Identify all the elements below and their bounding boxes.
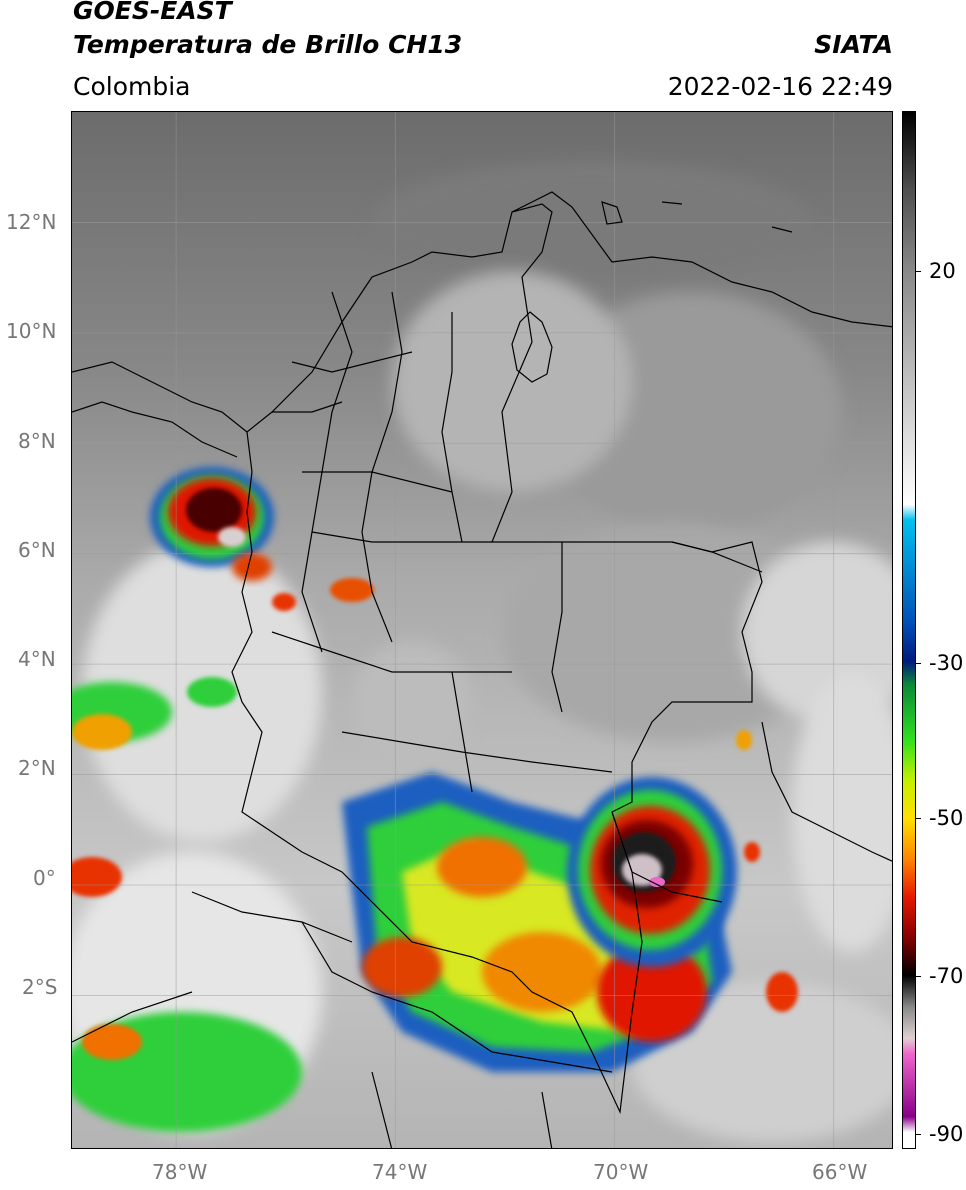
cell-west-2: [72, 714, 132, 750]
lat-label: 12°N: [6, 210, 57, 234]
title-satellite: GOES-EAST: [73, 0, 232, 25]
lon-label: 74°W: [372, 1160, 428, 1184]
peru-border: [301, 921, 613, 1073]
satellite-map[interactable]: [71, 111, 893, 1149]
island: [601, 201, 623, 225]
lat-label: 2°S: [22, 975, 58, 999]
lat-label: 0°: [33, 866, 56, 890]
map-canvas: [72, 112, 892, 1148]
cell-small-2: [272, 593, 296, 611]
cell-west-3: [72, 857, 122, 897]
region-label: Colombia: [73, 72, 191, 101]
colorbar-label-20: 20: [929, 259, 956, 283]
cell-small-6: [736, 730, 752, 750]
lon-label: 66°W: [812, 1160, 868, 1184]
cell-small-5: [744, 842, 760, 862]
lat-label: 8°N: [18, 429, 56, 453]
lat-label: 2°N: [18, 756, 56, 780]
cell-small-3: [187, 677, 237, 707]
panama-coast: [72, 361, 248, 433]
venezuela-brazil-border: [761, 721, 892, 862]
lon-label: 70°W: [593, 1160, 649, 1184]
colorbar-label-minus50: -50: [929, 806, 964, 830]
lat-label: 10°N: [6, 319, 57, 343]
colorbar-label-minus70: -70: [929, 964, 964, 988]
colorbar-label-minus90: -90: [929, 1122, 964, 1146]
ecuador-border: [191, 891, 353, 943]
colorbar: [902, 111, 916, 1149]
lat-label: 4°N: [18, 647, 56, 671]
cloud-field: [72, 162, 892, 1142]
cell-southwest-core: [82, 1024, 142, 1060]
timestamp-label: 2022-02-16 22:49: [667, 72, 893, 101]
colombia-border: [231, 203, 763, 1115]
cell-small-1: [330, 578, 374, 602]
political-boundaries: [72, 191, 892, 1148]
lat-label: 6°N: [18, 538, 56, 562]
gridlines: [72, 112, 892, 1148]
lake-maracaibo: [511, 311, 553, 383]
organization-label: SIATA: [814, 30, 893, 59]
cell-east: [567, 777, 737, 967]
venezuela-coast: [511, 191, 892, 328]
colorbar-label-minus30: -30: [929, 651, 964, 675]
lon-label: 78°W: [152, 1160, 208, 1184]
title-product: Temperatura de Brillo CH13: [73, 30, 463, 59]
cell-northwest: [150, 467, 274, 581]
cell-small-4: [766, 972, 798, 1012]
